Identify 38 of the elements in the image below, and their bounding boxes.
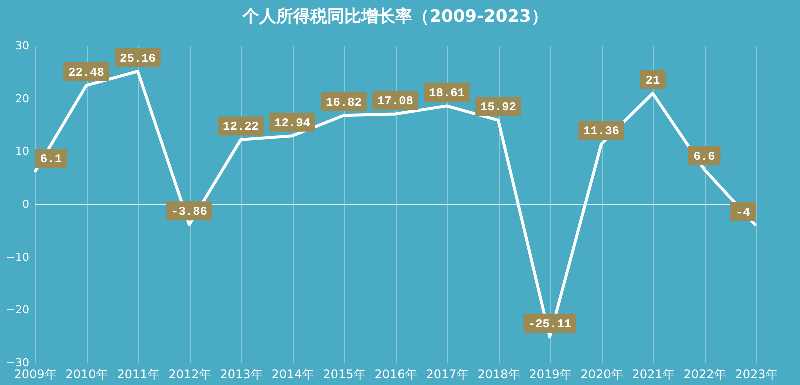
- y-tick-label: 10: [16, 145, 30, 158]
- x-tick-label: 2015年: [323, 368, 366, 382]
- y-tick-label: 0: [22, 198, 30, 211]
- y-tick-label: 30: [16, 40, 30, 52]
- data-label: -25.11: [528, 317, 572, 332]
- data-label: 16.82: [326, 96, 362, 110]
- data-label: 15.92: [480, 100, 517, 115]
- x-tick-label: 2013年: [220, 368, 263, 382]
- data-label: 6.1: [40, 152, 62, 167]
- y-tick-label: −10: [6, 250, 30, 264]
- x-tick-label: 2018年: [478, 368, 520, 382]
- data-label: 12.22: [222, 120, 260, 134]
- data-label: 21: [646, 74, 660, 88]
- data-label: 22.48: [68, 66, 105, 80]
- x-tick-label: 2021年: [632, 368, 675, 382]
- chart-title: 个人所得税同比增长率（2009-2023）: [242, 7, 548, 27]
- data-label: 17.08: [377, 94, 414, 109]
- x-tick-label: 2022年: [684, 368, 726, 382]
- data-label: -4: [736, 206, 750, 220]
- y-tick-label: −20: [6, 304, 30, 317]
- data-label: 6.6: [694, 150, 716, 164]
- x-tick-label: 2012年: [168, 368, 212, 382]
- x-tick-label: 2014年: [272, 368, 314, 382]
- data-label: 11.36: [583, 124, 620, 139]
- x-tick-label: 2009年: [14, 368, 57, 382]
- x-tick-label: 2020年: [580, 368, 624, 382]
- x-tick-label: 2010年: [66, 368, 108, 382]
- x-tick-label: 2023年: [735, 368, 778, 382]
- x-tick-label: 2011年: [117, 368, 160, 382]
- y-tick-label: −30: [6, 356, 30, 370]
- x-tick-label: 2019年: [529, 368, 572, 382]
- x-tick-label: 2016年: [374, 368, 418, 382]
- data-label: 12.94: [274, 116, 311, 130]
- data-label: -3.86: [171, 205, 208, 220]
- y-tick-label: 20: [16, 92, 30, 106]
- data-label: 25.16: [120, 52, 156, 66]
- x-tick-label: 2017年: [426, 368, 469, 382]
- data-label: 18.61: [428, 86, 466, 100]
